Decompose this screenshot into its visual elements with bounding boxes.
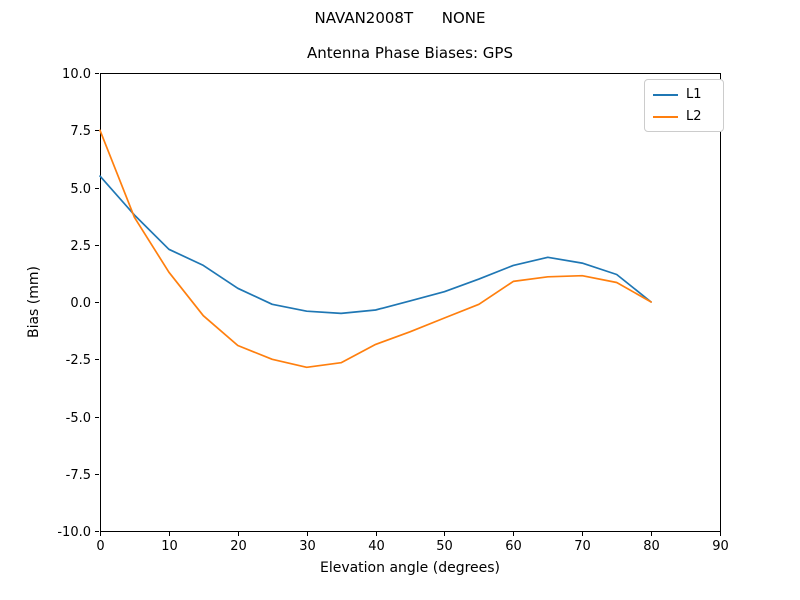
x-axis-label: Elevation angle (degrees) <box>319 560 501 576</box>
y-tick-label: -2.5 <box>66 353 91 368</box>
y-tick-label: 2.5 <box>70 239 91 254</box>
l1-line-swatch <box>653 93 678 96</box>
x-tick-label: 30 <box>299 539 316 554</box>
chart-title: Antenna Phase Biases: GPS <box>307 44 513 62</box>
l2-line-swatch <box>653 115 678 118</box>
x-tick-label: 40 <box>368 539 385 554</box>
legend-label-l1: L1 <box>686 87 702 102</box>
y-tick-label: 10.0 <box>62 67 91 82</box>
figure-suptitle: NAVAN2008T NONE <box>314 9 486 27</box>
legend: L1 L2 <box>644 79 724 132</box>
y-tick-label: 5.0 <box>70 182 91 197</box>
y-tick-label: 0.0 <box>70 296 91 311</box>
y-tick-label: -5.0 <box>66 411 91 426</box>
x-tick-label: 90 <box>712 539 729 554</box>
legend-label-l2: L2 <box>686 109 702 124</box>
legend-item-l2: L2 <box>653 110 715 123</box>
axes-frame <box>100 73 721 532</box>
x-tick-label: 0 <box>96 539 104 554</box>
y-tick-label: -7.5 <box>66 468 91 483</box>
y-tick-label: 7.5 <box>70 124 91 139</box>
x-tick-label: 70 <box>574 539 591 554</box>
series-line-l1 <box>99 175 652 315</box>
x-tick-label: 10 <box>161 539 178 554</box>
x-tick-label: 20 <box>230 539 247 554</box>
x-tick-label: 50 <box>436 539 453 554</box>
y-tick-label: -10.0 <box>57 525 91 540</box>
x-tick-label: 60 <box>505 539 522 554</box>
legend-item-l1: L1 <box>653 88 715 101</box>
series-line-l2 <box>99 129 652 369</box>
x-tick-label: 80 <box>643 539 660 554</box>
